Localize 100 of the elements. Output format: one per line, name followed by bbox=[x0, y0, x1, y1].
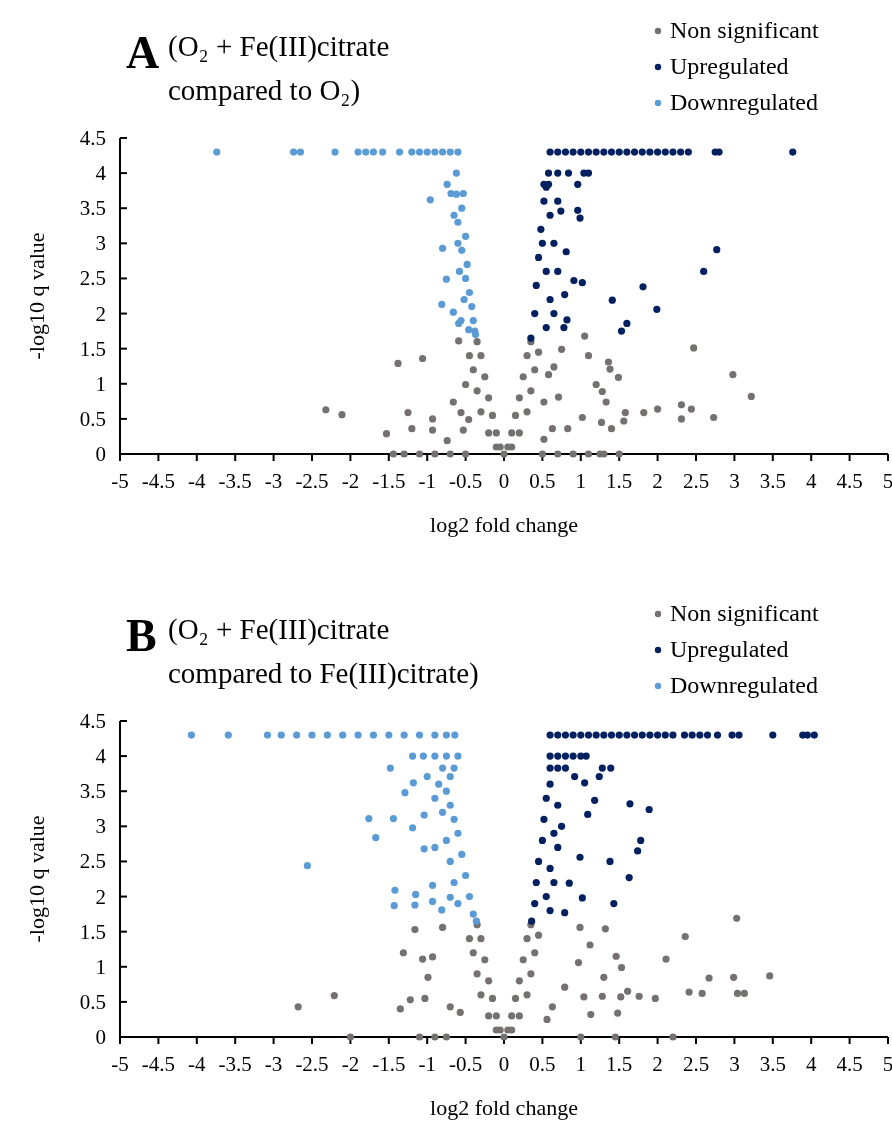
point bbox=[409, 752, 417, 760]
point bbox=[460, 295, 468, 304]
legend-label: Upregulated bbox=[670, 636, 789, 662]
x-tick-label: 1 bbox=[575, 469, 587, 493]
point bbox=[459, 189, 467, 198]
x-tick-label: 0 bbox=[498, 1052, 510, 1076]
point bbox=[323, 731, 331, 739]
point bbox=[187, 731, 196, 739]
chart-title: B bbox=[126, 610, 157, 661]
point bbox=[419, 752, 427, 760]
point bbox=[442, 731, 450, 739]
point bbox=[412, 890, 420, 899]
point bbox=[423, 772, 431, 781]
legend-label: Non significant bbox=[670, 17, 819, 43]
point bbox=[369, 148, 378, 156]
x-tick-label: 2.5 bbox=[682, 469, 710, 493]
x-tick-label: -2 bbox=[341, 469, 360, 493]
y-tick-label: 3.5 bbox=[79, 196, 106, 221]
y-tick-label: 1.5 bbox=[79, 919, 106, 944]
x-tick-label: 4.5 bbox=[836, 469, 863, 493]
x-tick-label: 3 bbox=[729, 469, 740, 493]
legend-label: Upregulated bbox=[670, 53, 789, 79]
point bbox=[442, 275, 450, 283]
point bbox=[454, 829, 462, 837]
y-tick-label: 1 bbox=[95, 371, 106, 396]
x-tick-label: 4.5 bbox=[836, 1052, 863, 1076]
point bbox=[454, 752, 462, 760]
point bbox=[450, 764, 458, 772]
point bbox=[411, 901, 419, 909]
y-tick-label: 1 bbox=[95, 954, 106, 979]
point bbox=[452, 169, 460, 177]
x-tick-label: -1.5 bbox=[372, 469, 406, 493]
point bbox=[449, 308, 457, 316]
point bbox=[463, 260, 471, 268]
point bbox=[213, 148, 221, 156]
point bbox=[369, 731, 378, 739]
point bbox=[389, 815, 398, 823]
point bbox=[468, 302, 476, 311]
point bbox=[293, 731, 301, 739]
y-axis-title: -log10 q value bbox=[24, 815, 49, 943]
chart-subtitle: (O₂ + Fe(III)citrate compared to Fe(III)citrate) bbox=[168, 613, 479, 690]
point bbox=[458, 204, 466, 212]
x-tick-label: 1.5 bbox=[606, 469, 633, 493]
point bbox=[391, 886, 399, 894]
x-tick-label: 0 bbox=[498, 469, 510, 493]
legend-label: Downregulated bbox=[670, 672, 818, 698]
y-tick-label: 4.5 bbox=[79, 709, 106, 733]
y-tick-label: 2 bbox=[95, 884, 106, 909]
point bbox=[442, 836, 450, 844]
point bbox=[426, 196, 434, 204]
point bbox=[431, 731, 439, 739]
point bbox=[354, 148, 362, 156]
point bbox=[308, 731, 316, 739]
x-tick-label: -1 bbox=[418, 1052, 436, 1076]
x-tick-label: -0.5 bbox=[448, 469, 483, 493]
x-tick-label: 3 bbox=[729, 1052, 740, 1076]
point bbox=[408, 148, 416, 156]
y-tick-label: 4 bbox=[95, 744, 107, 769]
x-tick-label: -2 bbox=[341, 1052, 360, 1076]
point bbox=[458, 246, 466, 254]
point bbox=[465, 288, 474, 297]
x-tick-label: -0.5 bbox=[448, 1052, 483, 1076]
point bbox=[438, 244, 447, 252]
point bbox=[446, 893, 454, 901]
point bbox=[365, 815, 373, 823]
y-tick-label: 4 bbox=[95, 161, 107, 186]
point bbox=[452, 190, 460, 198]
point bbox=[224, 731, 232, 739]
legend-label: Downregulated bbox=[670, 89, 818, 115]
point bbox=[277, 731, 285, 739]
point bbox=[331, 148, 339, 156]
x-tick-label: 3.5 bbox=[759, 469, 786, 493]
y-tick-label: 3.5 bbox=[79, 779, 106, 804]
x-tick-label: 3.5 bbox=[759, 1052, 786, 1076]
point bbox=[428, 881, 437, 889]
x-tick-label: 0.5 bbox=[529, 1052, 556, 1076]
chart-title: A bbox=[126, 27, 160, 78]
point bbox=[339, 731, 347, 739]
point bbox=[428, 897, 437, 906]
point bbox=[454, 899, 462, 908]
x-tick-label: -4 bbox=[188, 469, 207, 493]
point bbox=[438, 906, 446, 914]
point bbox=[450, 815, 458, 823]
y-tick-label: 2 bbox=[95, 301, 106, 326]
point bbox=[472, 917, 480, 925]
point bbox=[462, 871, 470, 880]
point bbox=[446, 857, 454, 866]
x-tick-label: 2.5 bbox=[682, 1052, 710, 1076]
x-tick-label: -3.5 bbox=[218, 469, 252, 493]
point bbox=[435, 780, 443, 788]
point bbox=[465, 326, 473, 334]
point bbox=[442, 752, 450, 760]
point bbox=[438, 808, 447, 816]
y-tick-label: 3 bbox=[95, 231, 106, 256]
y-tick-label: 2.5 bbox=[79, 849, 106, 874]
point bbox=[431, 843, 439, 851]
point bbox=[420, 811, 428, 819]
point bbox=[454, 218, 462, 226]
point bbox=[395, 148, 404, 156]
point bbox=[415, 731, 424, 739]
